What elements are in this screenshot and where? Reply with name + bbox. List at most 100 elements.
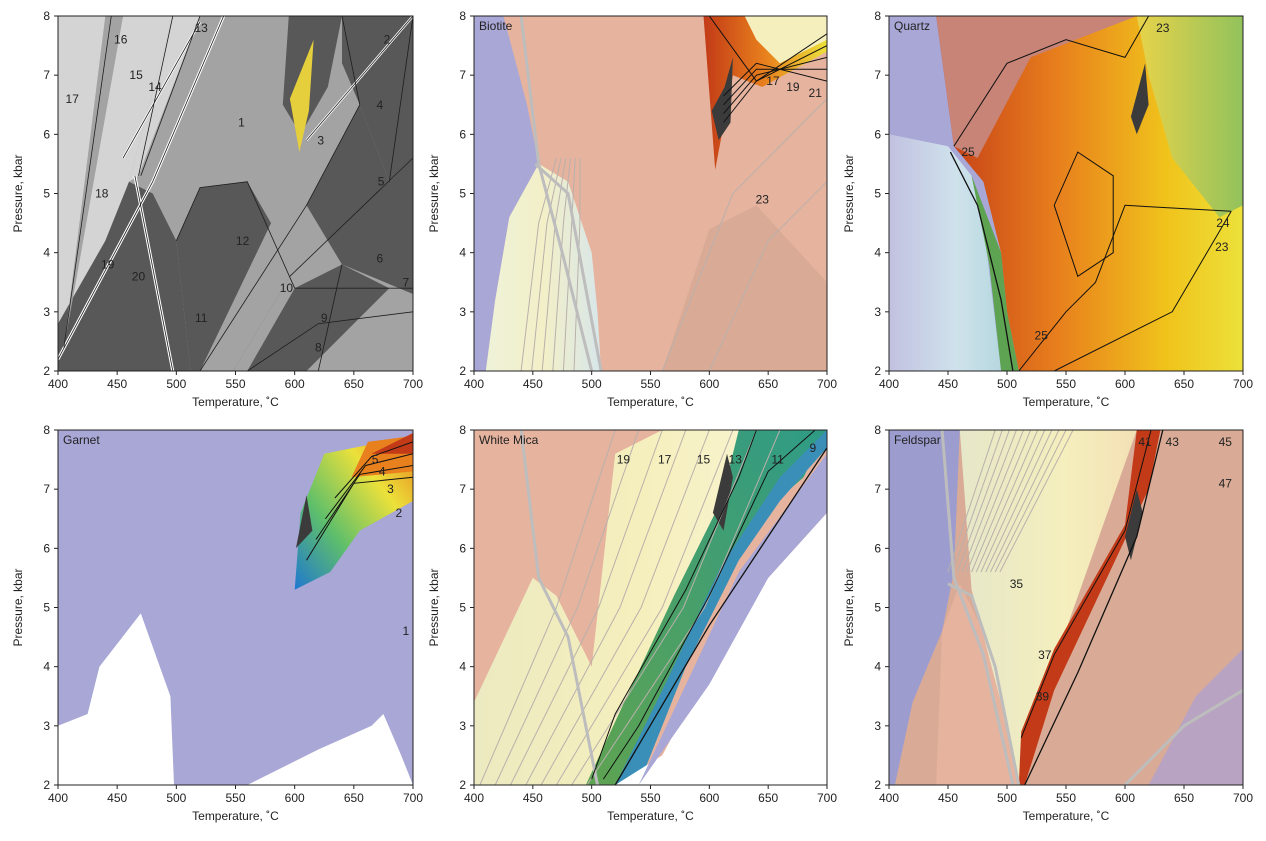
- x-tick-label: 700: [403, 377, 423, 391]
- contour-line: [573, 158, 581, 371]
- field-region: [936, 583, 1019, 785]
- contour-label: 15: [129, 68, 143, 82]
- field-region: [615, 512, 827, 785]
- plot-area: [58, 16, 413, 371]
- contour-label: 7: [403, 275, 410, 289]
- field-region: [474, 430, 751, 785]
- field-region: [889, 134, 1002, 371]
- y-tick-label: 5: [874, 187, 881, 201]
- field-region: [306, 104, 413, 295]
- contour-label: 1: [403, 624, 410, 638]
- contour-line: [940, 430, 1015, 785]
- y-tick-label: 3: [43, 719, 50, 733]
- contour-label: 45: [1219, 435, 1233, 449]
- y-axis-label: Pressure, kbar: [842, 568, 856, 646]
- contour-line: [555, 430, 734, 785]
- x-tick-label: 550: [1056, 791, 1076, 805]
- field-region: [129, 16, 200, 182]
- contour-line: [289, 157, 413, 277]
- contour-label: 1: [238, 116, 245, 130]
- x-tick-label: 450: [523, 377, 543, 391]
- contour-label: 12: [236, 234, 250, 248]
- y-tick-label: 4: [43, 246, 50, 260]
- x-tick-label: 600: [699, 791, 719, 805]
- contour-line: [552, 157, 571, 371]
- x-tick-label: 650: [1174, 377, 1194, 391]
- y-tick-label: 7: [874, 482, 881, 496]
- x-tick-label: 450: [938, 377, 958, 391]
- contour-line: [990, 430, 1060, 573]
- contour-label: 2: [384, 33, 391, 47]
- x-tick-label: 550: [225, 791, 245, 805]
- y-tick-label: 7: [43, 68, 50, 82]
- contour-line: [586, 430, 781, 785]
- panel-phase-fields: 400 450 500 550 600 650 700 2 3 4 5 6 7 8 Temperature,…: [11, 9, 423, 409]
- panel-biotite: 400 450 500 550 600 650 7002345678Temperature,…: [427, 9, 837, 409]
- contour-label: 8: [315, 340, 322, 354]
- y-tick-label: 3: [459, 719, 466, 733]
- x-tick-label: 400: [464, 791, 484, 805]
- panel-feldspar: 400 450 500 550 600 650 7002345678Temperature,…: [842, 423, 1253, 823]
- y-tick-label: 5: [43, 187, 50, 201]
- field-region: [1136, 16, 1243, 218]
- contour-line: [961, 430, 1017, 573]
- x-tick-label: 650: [344, 791, 364, 805]
- x-axis-label: Temperature, ˚C: [607, 395, 694, 409]
- contour-line: [980, 430, 1046, 573]
- y-tick-label: 7: [43, 482, 50, 496]
- contour-line: [315, 465, 413, 540]
- contour-label: 9: [321, 311, 328, 325]
- y-tick-label: 6: [459, 127, 466, 141]
- field-region: [371, 433, 413, 454]
- contour-line: [122, 21, 201, 159]
- y-axis-label: Pressure, kbar: [427, 154, 441, 232]
- y-tick-label: 3: [43, 305, 50, 319]
- contour-line: [708, 181, 827, 371]
- y-tick-label: 2: [459, 364, 466, 378]
- contour-label: 2: [395, 506, 402, 520]
- contour-label: 43: [1166, 435, 1180, 449]
- field-region: [1018, 430, 1161, 785]
- x-tick-label: 500: [997, 377, 1017, 391]
- contour-line: [479, 430, 616, 785]
- contour-label: 14: [148, 80, 162, 94]
- contour-label: 15: [697, 453, 711, 467]
- x-tick-label: 500: [582, 377, 602, 391]
- y-tick-label: 3: [874, 719, 881, 733]
- contour-label: 23: [1215, 240, 1229, 254]
- x-tick-label: 700: [817, 377, 837, 391]
- x-tick-label: 500: [166, 791, 186, 805]
- contour-line: [534, 162, 603, 371]
- contour-line: [949, 151, 1014, 371]
- contour-label: 37: [1038, 648, 1052, 662]
- contour-label: 11: [195, 311, 208, 325]
- contour-label: 17: [658, 453, 672, 467]
- x-axis-label: Temperature, ˚C: [192, 809, 279, 823]
- x-tick-label: 450: [523, 791, 543, 805]
- contour-label: 11: [771, 453, 784, 467]
- y-tick-label: 4: [459, 246, 466, 260]
- x-tick-label: 600: [699, 377, 719, 391]
- contour-line: [540, 430, 710, 785]
- y-tick-label: 7: [459, 482, 466, 496]
- y-axis-label: Pressure, kbar: [427, 568, 441, 646]
- field-region: [63, 16, 124, 348]
- panel-quartz: 400 450 500 550 600 650 7002345678Temperature,…: [842, 9, 1253, 409]
- y-tick-label: 7: [874, 68, 881, 82]
- panel-title: Biotite: [479, 19, 513, 33]
- highlighted-field: [711, 57, 733, 141]
- highlighted-field: [295, 495, 313, 549]
- contour-label: 23: [1156, 21, 1170, 35]
- contour-line: [63, 16, 112, 348]
- x-tick-label: 500: [997, 791, 1017, 805]
- x-tick-label: 650: [344, 377, 364, 391]
- y-tick-label: 5: [459, 601, 466, 615]
- contour-line: [708, 16, 827, 82]
- contour-line: [723, 62, 827, 97]
- field-region: [474, 16, 539, 371]
- y-tick-label: 2: [43, 364, 50, 378]
- contour-line: [562, 157, 576, 371]
- x-tick-label: 650: [758, 791, 778, 805]
- contour-label: 6: [377, 252, 384, 266]
